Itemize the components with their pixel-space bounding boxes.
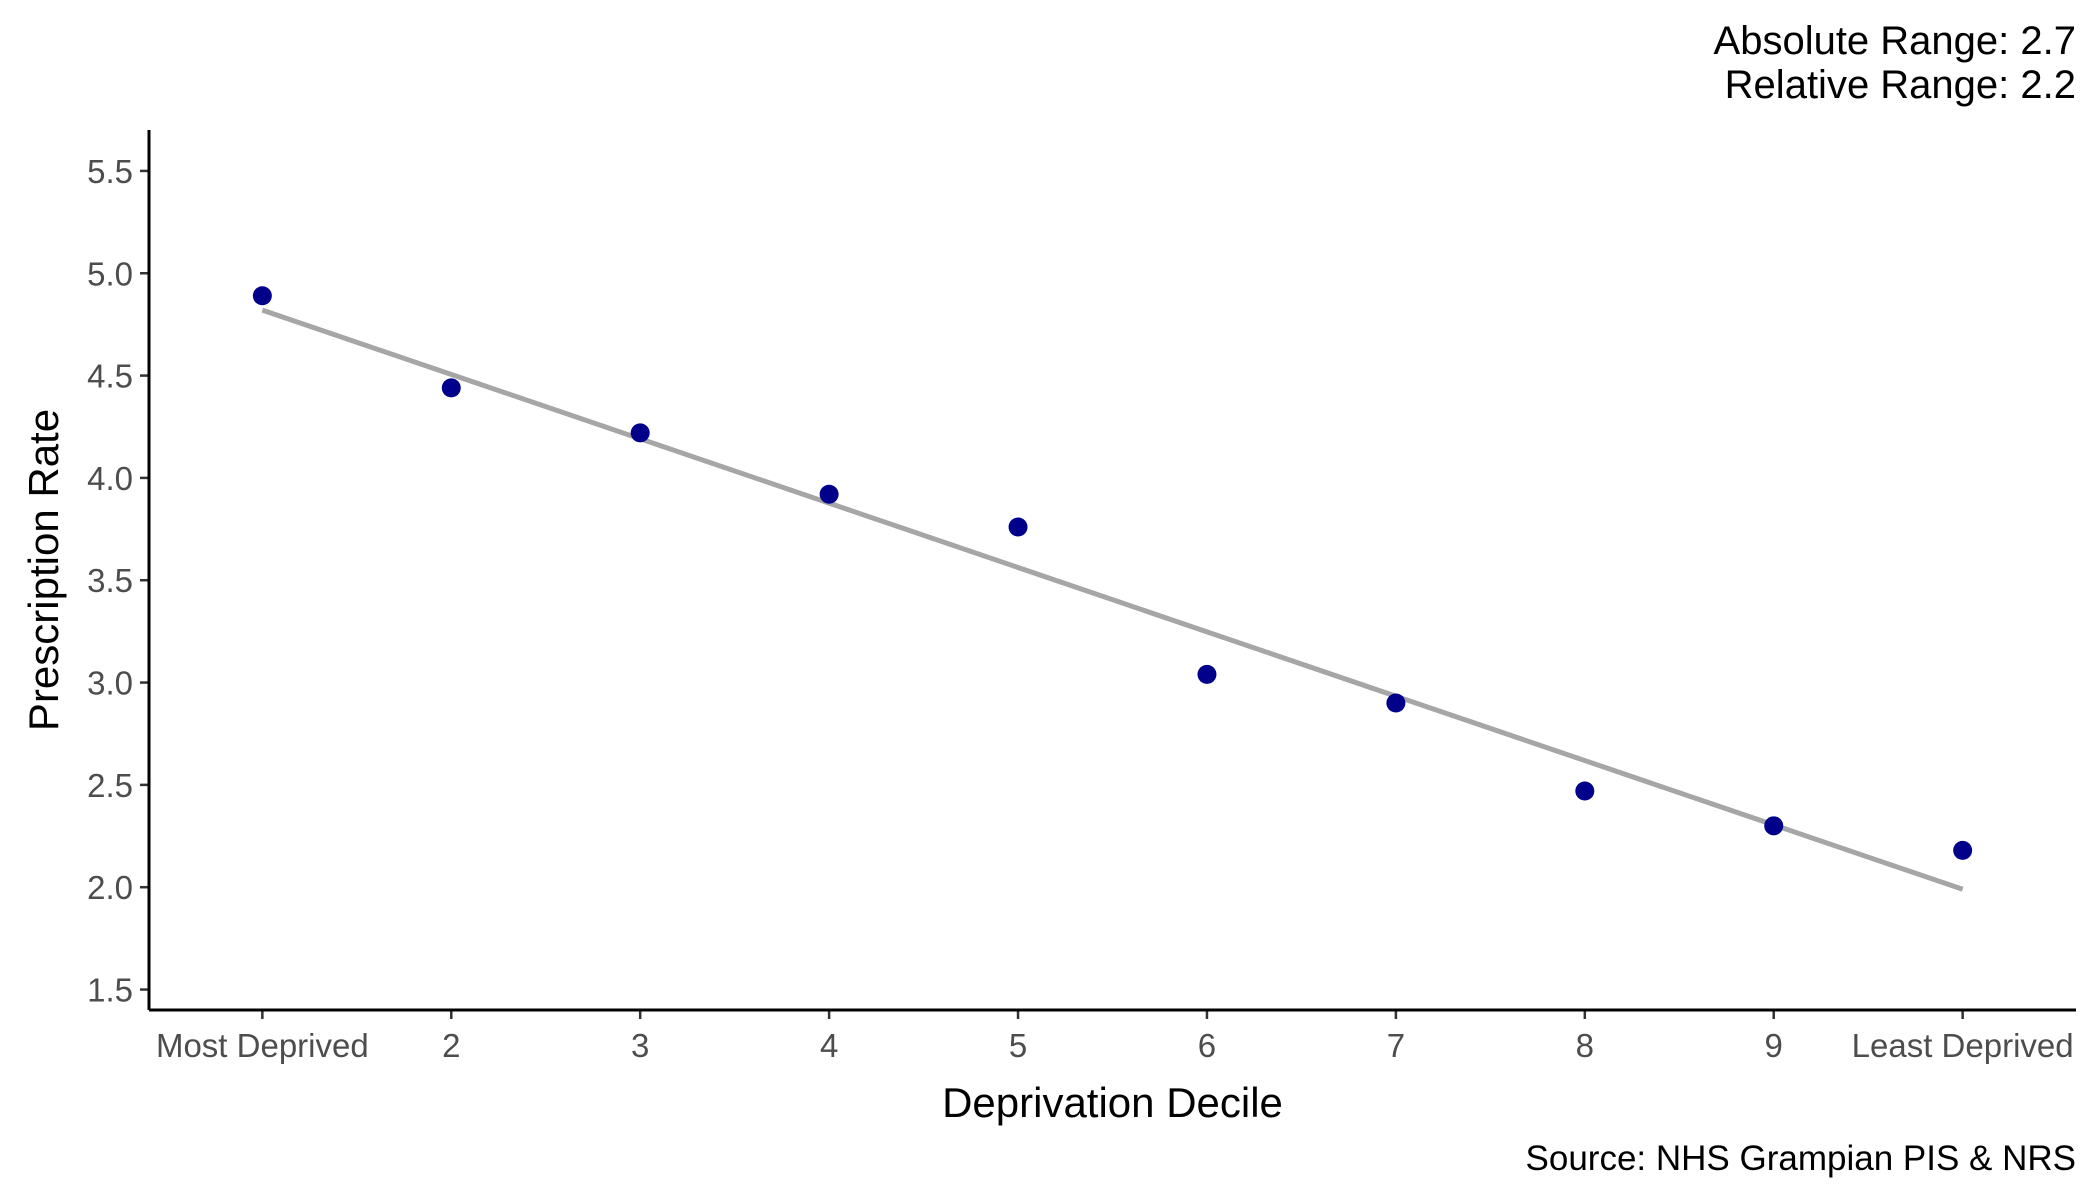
relative-range-annotation: Relative Range: 2.2 xyxy=(1725,63,2076,107)
x-tick-label: 4 xyxy=(820,1027,838,1064)
data-point xyxy=(1197,664,1217,684)
x-tick-label: 7 xyxy=(1387,1027,1405,1064)
y-tick-label: 3.0 xyxy=(87,665,133,702)
x-tick-label: 3 xyxy=(631,1027,649,1064)
data-points xyxy=(252,286,1973,860)
x-tick-label: 2 xyxy=(442,1027,460,1064)
x-tick-label: 6 xyxy=(1198,1027,1216,1064)
y-tick-label: 4.5 xyxy=(87,358,133,395)
x-axis-ticks: Most Deprived 2 3 4 5 6 7 8 9 Least Deprived xyxy=(156,1010,2074,1064)
data-point xyxy=(441,378,461,398)
x-tick-label: Most Deprived xyxy=(156,1027,369,1064)
y-axis-title: Prescription Rate xyxy=(20,409,67,731)
x-tick-label: Least Deprived xyxy=(1852,1027,2074,1064)
x-tick-label: 5 xyxy=(1009,1027,1027,1064)
data-point xyxy=(1953,840,1973,860)
y-axis-ticks: 1.5 2.0 2.5 3.0 3.5 4.0 4.5 5.0 5.5 xyxy=(87,153,149,1009)
data-point xyxy=(1764,816,1784,836)
absolute-range-annotation: Absolute Range: 2.7 xyxy=(1714,19,2076,63)
data-point xyxy=(252,286,272,306)
y-tick-label: 2.5 xyxy=(87,767,133,804)
y-tick-label: 3.5 xyxy=(87,562,133,599)
data-point xyxy=(819,484,839,504)
source-caption: Source: NHS Grampian PIS & NRS xyxy=(1526,1139,2076,1178)
range-annotations: Absolute Range: 2.7 Relative Range: 2.2 xyxy=(1714,19,2076,107)
y-tick-label: 5.5 xyxy=(87,153,133,190)
data-point xyxy=(1386,693,1406,713)
data-point xyxy=(1575,781,1595,801)
x-tick-label: 8 xyxy=(1576,1027,1594,1064)
y-tick-label: 1.5 xyxy=(87,972,133,1009)
data-point xyxy=(1008,517,1028,537)
trend-line xyxy=(261,307,1964,892)
y-tick-label: 4.0 xyxy=(87,460,133,497)
y-tick-label: 5.0 xyxy=(87,255,133,292)
x-tick-label: 9 xyxy=(1765,1027,1783,1064)
data-point xyxy=(630,423,650,443)
x-axis-title: Deprivation Decile xyxy=(942,1079,1283,1126)
y-tick-label: 2.0 xyxy=(87,869,133,906)
